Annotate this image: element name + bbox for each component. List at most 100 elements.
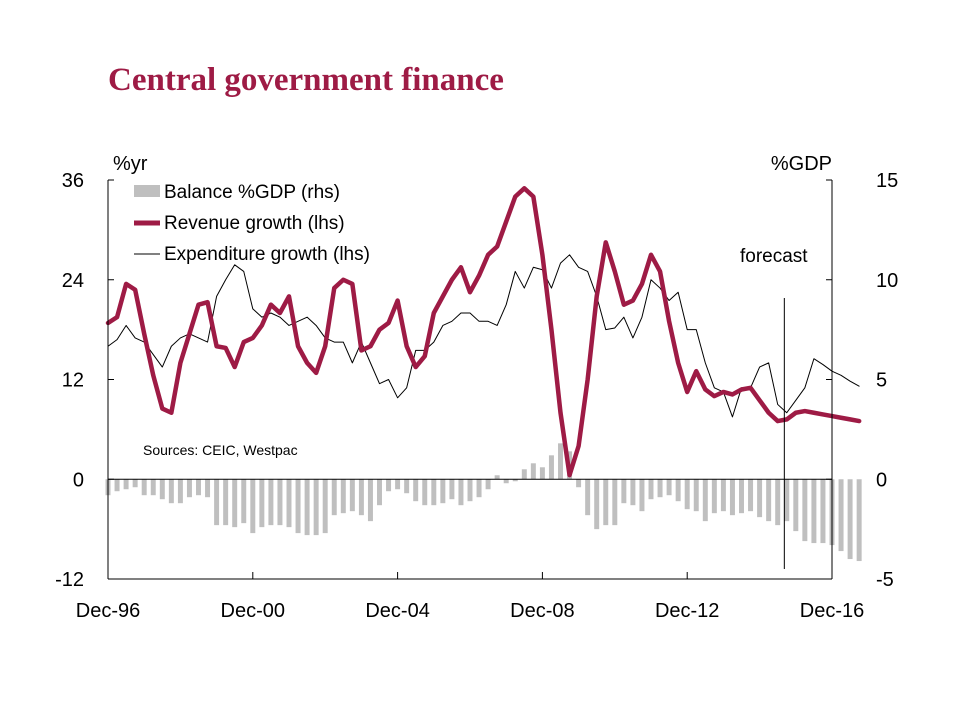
right-tick-label: 15 (876, 170, 898, 192)
balance-bar (666, 479, 672, 496)
balance-bar (793, 479, 799, 532)
balance-bar (630, 479, 636, 506)
balance-bar (621, 479, 627, 504)
x-tick-label: Dec-00 (221, 600, 285, 622)
balance-bar (657, 479, 663, 498)
x-tick-label: Dec-04 (365, 600, 429, 622)
balance-bar (250, 479, 256, 534)
balance-bar (304, 479, 310, 536)
x-tick-label: Dec-96 (76, 600, 140, 622)
balance-bar (358, 479, 364, 516)
balance-bar (123, 479, 129, 490)
legend: Balance %GDP (rhs) Revenue growth (lhs) … (134, 182, 370, 265)
balance-bar (458, 479, 464, 506)
balance-bar (232, 479, 238, 528)
balance-bar (729, 479, 735, 516)
x-tick-label: Dec-12 (655, 600, 719, 622)
balance-bar (205, 479, 211, 498)
balance-bar (186, 479, 192, 498)
balance-bar (503, 479, 509, 484)
chart-title: Central government finance (108, 62, 504, 98)
balance-bar (802, 479, 808, 542)
balance-bar (277, 479, 283, 526)
line-series (105, 186, 862, 478)
balance-bar (847, 479, 853, 560)
balance-bar (856, 479, 862, 562)
balance-bar (386, 479, 392, 492)
balance-bar (286, 479, 292, 528)
right-tick-label: 5 (876, 370, 887, 392)
balance-bar (367, 479, 373, 522)
balance-bar (132, 479, 138, 488)
legend-label-revenue: Revenue growth (lhs) (164, 213, 345, 234)
balance-bar (512, 479, 518, 482)
right-tick-label: 0 (876, 469, 887, 491)
balance-bar (395, 479, 401, 490)
balance-bar (159, 479, 165, 500)
balance-bar (675, 479, 681, 502)
balance-bar (223, 479, 229, 526)
revenue-line (105, 186, 862, 478)
balance-bar (530, 463, 536, 480)
left-tick-label: 36 (62, 170, 84, 192)
balance-bar (711, 479, 717, 514)
balance-bar (331, 479, 337, 516)
balance-bar (838, 479, 844, 552)
balance-bar (594, 479, 600, 530)
balance-bar (494, 475, 500, 480)
balance-bar (295, 479, 301, 534)
left-tick-label: 24 (62, 270, 84, 292)
balance-bar (196, 479, 201, 496)
balance-bar (820, 479, 826, 544)
balance-bar (693, 479, 699, 512)
right-axis-unit: %GDP (771, 153, 832, 175)
balance-bar (449, 479, 455, 500)
expenditure-line (107, 254, 860, 418)
balance-bar (539, 467, 545, 480)
balance-bar (241, 479, 247, 524)
balance-bars (105, 443, 862, 562)
balance-bar (322, 479, 328, 534)
balance-bar (259, 479, 265, 528)
forecast-label: forecast (740, 246, 808, 267)
balance-bar (558, 443, 563, 480)
x-tick-label: Dec-08 (510, 600, 574, 622)
balance-bar (340, 479, 346, 514)
balance-bar (431, 479, 437, 506)
balance-bar (214, 479, 220, 526)
balance-bar (141, 479, 147, 496)
balance-bar (440, 479, 446, 504)
balance-bar (612, 479, 618, 526)
balance-bar (739, 479, 744, 514)
right-tick-label: 10 (876, 270, 898, 292)
balance-bar (114, 479, 120, 492)
balance-bar (757, 479, 763, 518)
balance-bar (467, 479, 473, 502)
balance-bar (784, 479, 790, 522)
left-tick-label: 0 (73, 469, 84, 491)
balance-bar (521, 469, 527, 480)
right-tick-label: -5 (876, 569, 894, 591)
left-tick-label: -12 (55, 569, 84, 591)
balance-bar (684, 479, 690, 510)
balance-bar (811, 479, 817, 544)
legend-label-expenditure: Expenditure growth (lhs) (164, 244, 370, 265)
balance-bar (766, 479, 772, 522)
balance-bar (313, 479, 319, 536)
balance-bar (177, 479, 183, 504)
balance-bar (485, 479, 491, 490)
balance-bar (775, 479, 781, 526)
balance-bar (720, 479, 726, 512)
balance-bar (422, 479, 428, 506)
balance-bar (639, 479, 645, 512)
balance-bar (603, 479, 609, 526)
balance-bar (268, 479, 274, 526)
balance-bar (413, 479, 419, 502)
balance-bar (748, 479, 754, 512)
balance-bar (702, 479, 708, 522)
sources-note: Sources: CEIC, Westpac (143, 442, 298, 458)
balance-bar (377, 479, 382, 506)
left-tick-label: 12 (62, 370, 84, 392)
balance-bar (168, 479, 174, 504)
